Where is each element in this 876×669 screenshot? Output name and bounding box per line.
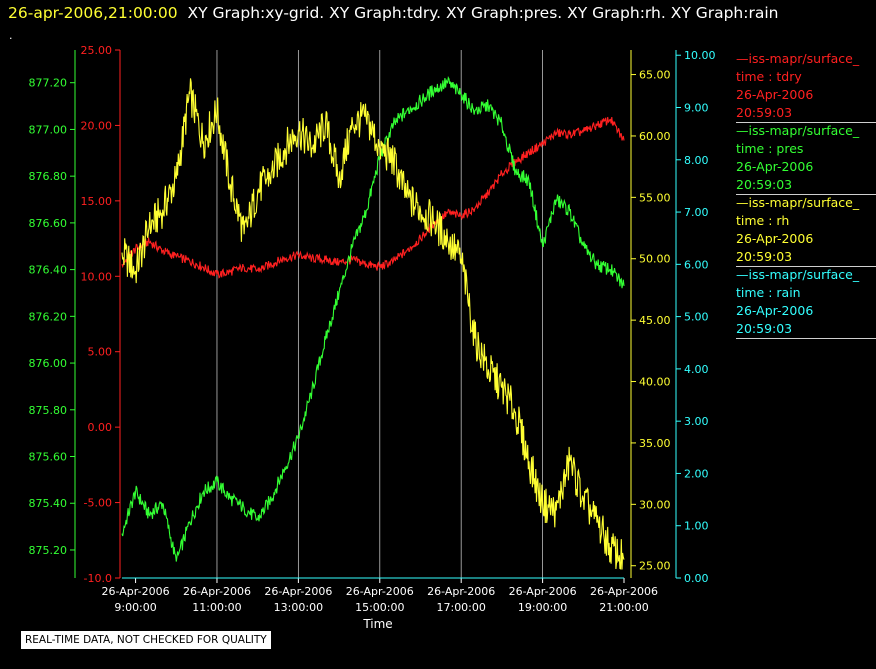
rain-tick-label: 9.00 [684, 102, 709, 115]
x-tick-label-date: 26-Apr-2006 [427, 585, 495, 598]
legend-date: 26-Apr-2006 [736, 159, 814, 174]
legend-var: time : pres [736, 141, 804, 156]
pres-tick-label: 876.60 [29, 217, 68, 230]
rain-tick-label: 8.00 [684, 154, 709, 167]
legend-item-0: —iss-mapr/surface_time : tdry 26-Apr-2006… [736, 50, 876, 123]
rh-tick-label: 55.00 [639, 191, 671, 204]
rain-tick-label: 3.00 [684, 415, 709, 428]
legend-time: 20:59:03 [736, 321, 793, 336]
rh-tick-label: 25.00 [639, 560, 671, 573]
rain-tick-label: 2.00 [684, 467, 709, 480]
rain-tick-label: 7.00 [684, 206, 709, 219]
x-tick-label-date: 26-Apr-2006 [102, 585, 170, 598]
x-tick-label-date: 26-Apr-2006 [183, 585, 251, 598]
legend-name: —iss-mapr/surface_ [736, 51, 860, 66]
legend-var: time : tdry [736, 69, 802, 84]
rh-tick-label: 65.00 [639, 69, 671, 82]
x-axis-title: Time [363, 617, 393, 631]
legend-date: 26-Apr-2006 [736, 303, 814, 318]
x-tick-label-date: 26-Apr-2006 [590, 585, 658, 598]
rain-tick-label: 5.00 [684, 311, 709, 324]
x-tick-label-time: 11:00:00 [192, 601, 241, 614]
legend-var: time : rain [736, 285, 801, 300]
tdry-tick-label: 25.00 [81, 44, 113, 57]
x-tick-label-time: 15:00:00 [355, 601, 404, 614]
rh-series-line [121, 78, 625, 570]
legend-name: —iss-mapr/surface_ [736, 195, 860, 210]
pres-tick-label: 876.80 [29, 170, 68, 183]
quality-disclaimer: REAL-TIME DATA, NOT CHECKED FOR QUALITY [21, 631, 271, 649]
legend-time: 20:59:03 [736, 177, 793, 192]
rain-tick-label: 10.00 [684, 49, 716, 62]
pres-tick-label: 876.40 [29, 264, 68, 277]
tdry-tick-label: -5.00 [84, 497, 112, 510]
tdry-tick-label: -10.0 [84, 572, 112, 585]
legend-separator [736, 266, 876, 267]
legend-item-2: —iss-mapr/surface_time : rh 26-Apr-2006 20… [736, 194, 876, 267]
tdry-series-line [121, 116, 625, 279]
x-tick-label-date: 26-Apr-2006 [264, 585, 332, 598]
x-tick-label-date: 26-Apr-2006 [509, 585, 577, 598]
pres-tick-label: 876.00 [29, 357, 68, 370]
legend-name: —iss-mapr/surface_ [736, 123, 860, 138]
x-tick-label-time: 21:00:00 [599, 601, 648, 614]
legend-separator [736, 122, 876, 123]
legend-separator [736, 338, 876, 339]
pres-tick-label: 877.20 [29, 77, 68, 90]
legend-var: time : rh [736, 213, 790, 228]
rh-tick-label: 60.00 [639, 130, 671, 143]
x-tick-label-time: 13:00:00 [274, 601, 323, 614]
plot-header: 26-apr-2006,21:00:00 XY Graph:xy-grid. X… [8, 2, 778, 24]
legend-name: —iss-mapr/surface_ [736, 267, 860, 282]
rh-tick-label: 35.00 [639, 437, 671, 450]
tdry-tick-label: 10.00 [81, 270, 113, 283]
header-timestamp: 26-apr-2006,21:00:00 [8, 4, 178, 22]
pres-tick-label: 875.20 [29, 544, 68, 557]
x-tick-label-time: 19:00:00 [518, 601, 567, 614]
legend-time: 20:59:03 [736, 249, 793, 264]
pres-tick-label: 875.60 [29, 451, 68, 464]
pres-series-line [121, 76, 625, 562]
rh-tick-label: 50.00 [639, 253, 671, 266]
pres-tick-label: 875.80 [29, 404, 68, 417]
rain-tick-label: 1.00 [684, 520, 709, 533]
rh-tick-label: 30.00 [639, 498, 671, 511]
rain-tick-label: 0.00 [684, 572, 709, 585]
tdry-tick-label: 20.00 [81, 119, 113, 132]
pres-tick-label: 877.00 [29, 123, 68, 136]
legend-item-1: —iss-mapr/surface_time : pres 26-Apr-2006… [736, 122, 876, 195]
rain-tick-label: 4.00 [684, 363, 709, 376]
x-tick-label-time: 9:00:00 [114, 601, 156, 614]
rh-tick-label: 45.00 [639, 314, 671, 327]
tdry-tick-label: 0.00 [88, 421, 113, 434]
x-tick-label-date: 26-Apr-2006 [346, 585, 414, 598]
header-graph-titles: XY Graph:xy-grid. XY Graph:tdry. XY Grap… [187, 4, 779, 22]
legend-separator [736, 194, 876, 195]
legend-date: 26-Apr-2006 [736, 231, 814, 246]
header-dot: . [9, 29, 13, 42]
x-tick-label-time: 17:00:00 [436, 601, 485, 614]
pres-tick-label: 876.20 [29, 310, 68, 323]
tdry-tick-label: 5.00 [88, 346, 113, 359]
legend-time: 20:59:03 [736, 105, 793, 120]
legend-date: 26-Apr-2006 [736, 87, 814, 102]
rh-tick-label: 40.00 [639, 376, 671, 389]
legend-item-3: —iss-mapr/surface_time : rain 26-Apr-2006… [736, 266, 876, 339]
pres-tick-label: 875.40 [29, 497, 68, 510]
tdry-tick-label: 15.00 [81, 195, 113, 208]
rain-tick-label: 6.00 [684, 258, 709, 271]
